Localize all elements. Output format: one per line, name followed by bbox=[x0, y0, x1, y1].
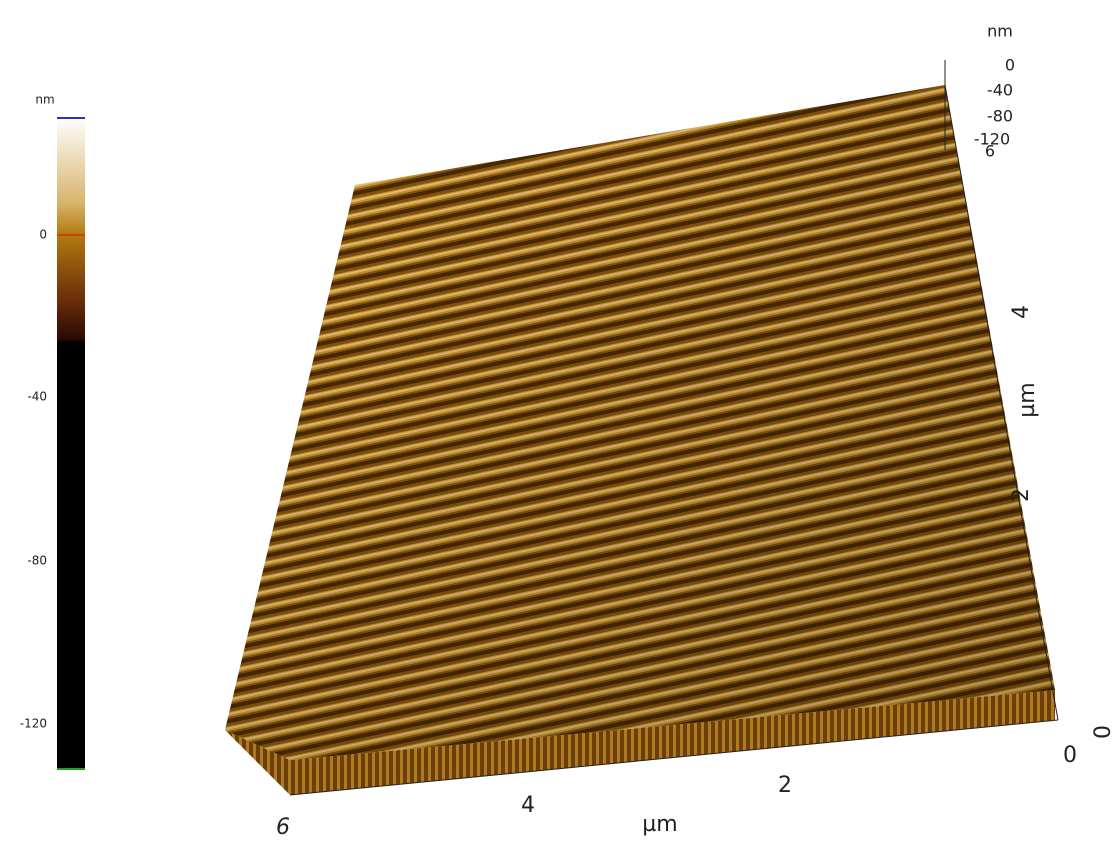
z-tick: -80 bbox=[987, 107, 1013, 126]
page: {"colorbar": {"unit": "nm", "ticks": ["0… bbox=[0, 0, 1116, 841]
colorbar-tick: 0 bbox=[39, 228, 47, 242]
y-tick: 4 bbox=[1009, 305, 1034, 319]
colorbar-tick: -120 bbox=[20, 717, 47, 731]
colorbar-tick: -40 bbox=[27, 390, 47, 404]
x-unit: µm bbox=[642, 812, 677, 837]
surface-shade bbox=[225, 85, 1055, 760]
z-tick: 0 bbox=[1005, 56, 1015, 75]
y-tick: 2 bbox=[1009, 488, 1034, 502]
colorbar-unit: nm bbox=[35, 93, 54, 107]
x-tick: 4 bbox=[521, 793, 535, 818]
afm-view: nm 0 -40 -80 -120 nm 0 -40 -80 -120 6 4 … bbox=[0, 0, 1116, 841]
y-tick: 6 bbox=[985, 142, 995, 161]
colorbar-tick: -80 bbox=[27, 554, 47, 568]
y-tick: 0 bbox=[1091, 725, 1116, 739]
z-tick: -40 bbox=[987, 81, 1013, 100]
y-unit: µm bbox=[1015, 382, 1040, 417]
x-tick: 0 bbox=[1063, 743, 1077, 768]
x-tick: 2 bbox=[778, 773, 792, 798]
z-unit: nm bbox=[987, 22, 1013, 41]
colorbar bbox=[57, 117, 85, 770]
x-tick: 6 bbox=[276, 815, 290, 840]
